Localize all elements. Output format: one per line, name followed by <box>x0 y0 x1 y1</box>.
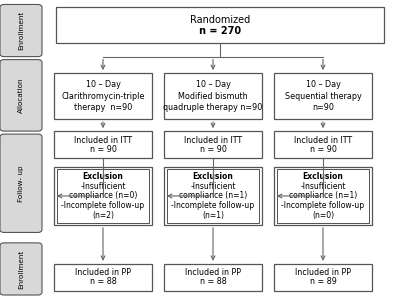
Text: n = 90: n = 90 <box>310 145 336 153</box>
Bar <box>274 264 372 291</box>
Bar <box>164 167 262 225</box>
Text: Allocation: Allocation <box>18 77 24 113</box>
Text: Randomized: Randomized <box>190 15 250 25</box>
Text: -Insufficient: -Insufficient <box>300 182 346 191</box>
Bar <box>277 169 369 223</box>
Text: quadruple therapy n=90: quadruple therapy n=90 <box>163 103 263 112</box>
Bar <box>274 131 372 158</box>
Text: compliance (n=1): compliance (n=1) <box>289 191 357 201</box>
Bar <box>54 73 152 119</box>
Text: 10 – Day: 10 – Day <box>196 80 230 89</box>
Text: Included in PP: Included in PP <box>295 268 351 277</box>
FancyBboxPatch shape <box>0 60 42 131</box>
Text: n = 88: n = 88 <box>90 277 116 286</box>
Text: Modified bismuth: Modified bismuth <box>178 91 248 101</box>
Bar <box>56 7 384 43</box>
Text: Clarithromycin-triple: Clarithromycin-triple <box>61 91 145 101</box>
Text: Follow- up: Follow- up <box>18 165 24 201</box>
Text: Exclusion: Exclusion <box>192 172 234 181</box>
Bar <box>164 131 262 158</box>
Bar <box>274 73 372 119</box>
Bar <box>164 73 262 119</box>
Text: n = 88: n = 88 <box>200 277 226 286</box>
Text: Included in PP: Included in PP <box>185 268 241 277</box>
Text: Included in ITT: Included in ITT <box>74 136 132 145</box>
FancyBboxPatch shape <box>0 4 42 57</box>
Text: -Incomplete follow-up: -Incomplete follow-up <box>172 201 254 210</box>
Text: therapy  n=90: therapy n=90 <box>74 103 132 112</box>
Text: (n=2): (n=2) <box>92 211 114 220</box>
Bar <box>57 169 149 223</box>
Text: Included in PP: Included in PP <box>75 268 131 277</box>
Text: Enrollment: Enrollment <box>18 249 24 288</box>
FancyBboxPatch shape <box>0 243 42 295</box>
Text: -Incomplete follow-up: -Incomplete follow-up <box>62 201 144 210</box>
Bar <box>54 167 152 225</box>
FancyBboxPatch shape <box>0 134 42 232</box>
Bar <box>164 264 262 291</box>
Text: -Insufficient: -Insufficient <box>190 182 236 191</box>
Text: 10 – Day: 10 – Day <box>86 80 120 89</box>
Text: n = 90: n = 90 <box>90 145 116 153</box>
Text: n = 90: n = 90 <box>200 145 226 153</box>
Text: n = 89: n = 89 <box>310 277 336 286</box>
Text: compliance (n=1): compliance (n=1) <box>179 191 247 201</box>
Text: Included in ITT: Included in ITT <box>184 136 242 145</box>
Text: Exclusion: Exclusion <box>82 172 124 181</box>
Bar <box>54 131 152 158</box>
Bar <box>274 167 372 225</box>
Text: Exclusion: Exclusion <box>302 172 344 181</box>
Text: Included in ITT: Included in ITT <box>294 136 352 145</box>
Text: n=90: n=90 <box>312 103 334 112</box>
Bar <box>54 264 152 291</box>
Text: Sequential therapy: Sequential therapy <box>285 91 361 101</box>
Text: (n=0): (n=0) <box>312 211 334 220</box>
Text: (n=1): (n=1) <box>202 211 224 220</box>
Text: -Incomplete follow-up: -Incomplete follow-up <box>282 201 364 210</box>
Text: n = 270: n = 270 <box>199 26 241 36</box>
Text: 10 – Day: 10 – Day <box>306 80 340 89</box>
Text: Enrollment: Enrollment <box>18 11 24 50</box>
Text: compliance (n=0): compliance (n=0) <box>69 191 137 201</box>
Bar <box>167 169 259 223</box>
Text: -Insufficient: -Insufficient <box>80 182 126 191</box>
